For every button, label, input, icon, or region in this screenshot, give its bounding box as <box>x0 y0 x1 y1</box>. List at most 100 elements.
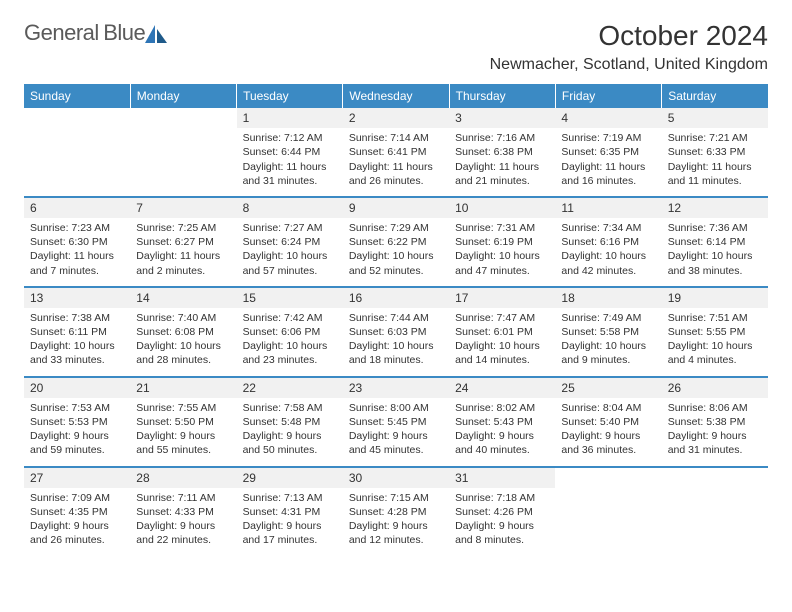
sunrise-text: Sunrise: 7:29 AM <box>349 221 443 235</box>
weekday-header: Saturday <box>662 84 768 108</box>
calendar-day-cell: 31Sunrise: 7:18 AMSunset: 4:26 PMDayligh… <box>449 467 555 556</box>
sunrise-text: Sunrise: 7:53 AM <box>30 401 124 415</box>
calendar-day-cell: 27Sunrise: 7:09 AMSunset: 4:35 PMDayligh… <box>24 467 130 556</box>
calendar-day-cell: 24 Sunrise: 8:02 AMSunset: 5:43 PMDayligh… <box>449 377 555 467</box>
day-info: Sunrise: 8:02 AMSunset: 5:43 PMDaylight:… <box>455 401 549 458</box>
daylight-text: Daylight: 11 hours and 2 minutes. <box>136 249 230 277</box>
calendar-day-cell <box>662 467 768 556</box>
calendar-table: Sunday Monday Tuesday Wednesday Thursday… <box>24 84 768 555</box>
calendar-week-row: 6 Sunrise: 7:23 AMSunset: 6:30 PMDaylight… <box>24 197 768 287</box>
day-number: 9 <box>343 198 449 218</box>
day-info: Sunrise: 7:31 AMSunset: 6:19 PMDaylight:… <box>455 221 549 278</box>
sunrise-text: Sunrise: 7:18 AM <box>455 491 549 505</box>
day-info: Sunrise: 7:55 AMSunset: 5:50 PMDaylight:… <box>136 401 230 458</box>
weekday-header: Wednesday <box>343 84 449 108</box>
calendar-day-cell: 16Sunrise: 7:44 AMSunset: 6:03 PMDayligh… <box>343 287 449 377</box>
sunset-text: Sunset: 5:40 PM <box>561 415 655 429</box>
sunrise-text: Sunrise: 7:13 AM <box>243 491 337 505</box>
daylight-text: Daylight: 11 hours and 16 minutes. <box>561 160 655 188</box>
calendar-day-cell: 3Sunrise: 7:16 AMSunset: 6:38 PMDaylight… <box>449 108 555 197</box>
day-info: Sunrise: 7:11 AMSunset: 4:33 PMDaylight:… <box>136 491 230 548</box>
day-info: Sunrise: 7:15 AMSunset: 4:28 PMDaylight:… <box>349 491 443 548</box>
day-number: 13 <box>24 288 130 308</box>
sunset-text: Sunset: 6:03 PM <box>349 325 443 339</box>
day-number: 16 <box>343 288 449 308</box>
day-number: 25 <box>555 378 661 398</box>
sunset-text: Sunset: 5:58 PM <box>561 325 655 339</box>
day-info: Sunrise: 7:49 AMSunset: 5:58 PMDaylight:… <box>561 311 655 368</box>
day-number: 7 <box>130 198 236 218</box>
day-number: 26 <box>662 378 768 398</box>
day-info: Sunrise: 7:51 AMSunset: 5:55 PMDaylight:… <box>668 311 762 368</box>
day-info: Sunrise: 7:23 AMSunset: 6:30 PMDaylight:… <box>30 221 124 278</box>
day-info: Sunrise: 7:53 AMSunset: 5:53 PMDaylight:… <box>30 401 124 458</box>
sunrise-text: Sunrise: 7:38 AM <box>30 311 124 325</box>
day-number: 29 <box>237 468 343 488</box>
month-title: October 2024 <box>490 20 768 52</box>
day-info: Sunrise: 7:16 AMSunset: 6:38 PMDaylight:… <box>455 131 549 188</box>
day-info: Sunrise: 7:14 AMSunset: 6:41 PMDaylight:… <box>349 131 443 188</box>
sunset-text: Sunset: 4:35 PM <box>30 505 124 519</box>
calendar-day-cell <box>24 108 130 197</box>
day-number: 22 <box>237 378 343 398</box>
logo-sail-icon <box>145 25 169 43</box>
sunrise-text: Sunrise: 7:19 AM <box>561 131 655 145</box>
daylight-text: Daylight: 10 hours and 47 minutes. <box>455 249 549 277</box>
day-number: 21 <box>130 378 236 398</box>
day-info: Sunrise: 7:09 AMSunset: 4:35 PMDaylight:… <box>30 491 124 548</box>
sunrise-text: Sunrise: 7:34 AM <box>561 221 655 235</box>
sunset-text: Sunset: 6:24 PM <box>243 235 337 249</box>
sunset-text: Sunset: 5:48 PM <box>243 415 337 429</box>
sunrise-text: Sunrise: 7:15 AM <box>349 491 443 505</box>
sunrise-text: Sunrise: 7:42 AM <box>243 311 337 325</box>
daylight-text: Daylight: 9 hours and 40 minutes. <box>455 429 549 457</box>
day-number: 1 <box>237 108 343 128</box>
day-number: 4 <box>555 108 661 128</box>
logo-text-general: General <box>24 20 99 45</box>
day-number: 6 <box>24 198 130 218</box>
calendar-day-cell: 17Sunrise: 7:47 AMSunset: 6:01 PMDayligh… <box>449 287 555 377</box>
day-number: 30 <box>343 468 449 488</box>
sunrise-text: Sunrise: 7:25 AM <box>136 221 230 235</box>
sunrise-text: Sunrise: 7:44 AM <box>349 311 443 325</box>
daylight-text: Daylight: 10 hours and 52 minutes. <box>349 249 443 277</box>
daylight-text: Daylight: 9 hours and 17 minutes. <box>243 519 337 547</box>
day-number: 28 <box>130 468 236 488</box>
day-info: Sunrise: 7:19 AMSunset: 6:35 PMDaylight:… <box>561 131 655 188</box>
sunset-text: Sunset: 6:38 PM <box>455 145 549 159</box>
logo: General Blue <box>24 20 169 46</box>
daylight-text: Daylight: 10 hours and 23 minutes. <box>243 339 337 367</box>
calendar-week-row: 20Sunrise: 7:53 AMSunset: 5:53 PMDayligh… <box>24 377 768 467</box>
calendar-day-cell: 7 Sunrise: 7:25 AMSunset: 6:27 PMDaylight… <box>130 197 236 287</box>
sunrise-text: Sunrise: 7:21 AM <box>668 131 762 145</box>
sunrise-text: Sunrise: 8:00 AM <box>349 401 443 415</box>
calendar-day-cell: 8Sunrise: 7:27 AMSunset: 6:24 PMDaylight… <box>237 197 343 287</box>
calendar-day-cell: 6 Sunrise: 7:23 AMSunset: 6:30 PMDaylight… <box>24 197 130 287</box>
header: General Blue October 2024 Newmacher, Sco… <box>24 20 768 74</box>
day-number: 19 <box>662 288 768 308</box>
sunrise-text: Sunrise: 7:55 AM <box>136 401 230 415</box>
sunset-text: Sunset: 6:16 PM <box>561 235 655 249</box>
daylight-text: Daylight: 11 hours and 31 minutes. <box>243 160 337 188</box>
sunrise-text: Sunrise: 7:11 AM <box>136 491 230 505</box>
sunrise-text: Sunrise: 7:31 AM <box>455 221 549 235</box>
sunset-text: Sunset: 5:43 PM <box>455 415 549 429</box>
weekday-header: Tuesday <box>237 84 343 108</box>
day-number: 12 <box>662 198 768 218</box>
day-info: Sunrise: 7:47 AMSunset: 6:01 PMDaylight:… <box>455 311 549 368</box>
sunrise-text: Sunrise: 7:51 AM <box>668 311 762 325</box>
sunset-text: Sunset: 6:08 PM <box>136 325 230 339</box>
sunrise-text: Sunrise: 7:58 AM <box>243 401 337 415</box>
sunset-text: Sunset: 4:28 PM <box>349 505 443 519</box>
day-info: Sunrise: 8:06 AMSunset: 5:38 PMDaylight:… <box>668 401 762 458</box>
calendar-day-cell: 9Sunrise: 7:29 AMSunset: 6:22 PMDaylight… <box>343 197 449 287</box>
day-info: Sunrise: 7:58 AMSunset: 5:48 PMDaylight:… <box>243 401 337 458</box>
day-info: Sunrise: 8:04 AMSunset: 5:40 PMDaylight:… <box>561 401 655 458</box>
daylight-text: Daylight: 10 hours and 42 minutes. <box>561 249 655 277</box>
sunset-text: Sunset: 6:41 PM <box>349 145 443 159</box>
calendar-day-cell: 1Sunrise: 7:12 AMSunset: 6:44 PMDaylight… <box>237 108 343 197</box>
sunset-text: Sunset: 6:27 PM <box>136 235 230 249</box>
calendar-day-cell: 12Sunrise: 7:36 AMSunset: 6:14 PMDayligh… <box>662 197 768 287</box>
day-number: 24 <box>449 378 555 398</box>
calendar-day-cell: 26 Sunrise: 8:06 AMSunset: 5:38 PMDayligh… <box>662 377 768 467</box>
